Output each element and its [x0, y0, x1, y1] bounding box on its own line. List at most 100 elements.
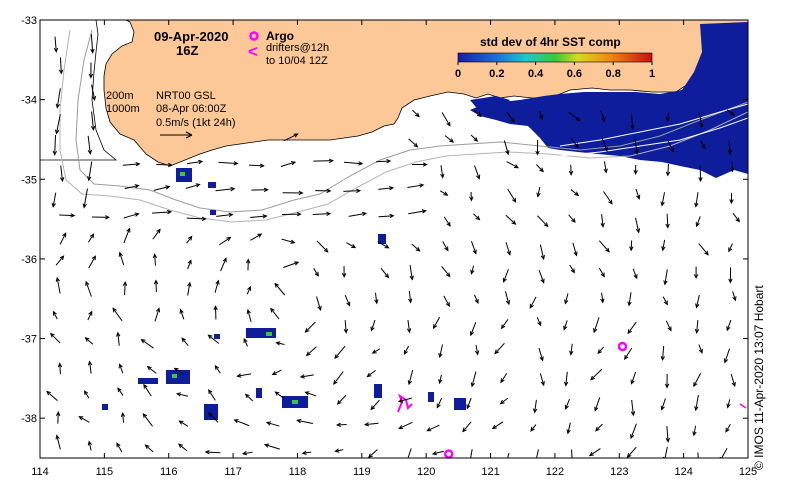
- current-vector-head: [126, 227, 131, 233]
- sst-patch: [428, 392, 434, 402]
- current-vector-head: [195, 183, 201, 188]
- current-vector: [205, 451, 221, 454]
- current-vector: [305, 391, 317, 397]
- current-vector-head: [413, 142, 419, 148]
- current-vector-head: [84, 337, 90, 342]
- current-vector: [408, 138, 418, 148]
- colorbar-title: std dev of 4hr SST comp: [480, 35, 621, 49]
- current-vector-head: [694, 328, 700, 334]
- current-vector: [661, 398, 666, 410]
- current-vector: [370, 319, 376, 331]
- current-vector: [141, 339, 154, 349]
- current-vector-head: [543, 222, 549, 228]
- current-vector: [590, 368, 603, 381]
- current-vector-head: [729, 199, 734, 205]
- current-vector-head: [470, 382, 475, 388]
- current-vector-head: [90, 125, 96, 131]
- current-vector-head: [475, 215, 481, 221]
- current-vector: [343, 161, 363, 165]
- current-vector: [470, 241, 477, 254]
- current-vector: [630, 423, 637, 439]
- current-vector: [407, 184, 424, 188]
- current-vector-head: [570, 268, 575, 274]
- current-vector-head: [732, 296, 737, 302]
- current-vector-head: [370, 405, 376, 411]
- current-vector: [178, 443, 188, 452]
- current-vector-head: [539, 167, 544, 173]
- current-vector-head: [317, 305, 322, 312]
- current-vector: [505, 242, 511, 255]
- current-vector-head: [215, 279, 220, 285]
- argo-float-marker: [617, 341, 628, 352]
- current-vector: [208, 389, 216, 401]
- current-vector-head: [566, 429, 571, 435]
- current-vector-head: [570, 459, 573, 463]
- current-vector-head: [165, 185, 171, 190]
- current-vector-head: [594, 426, 600, 432]
- current-vector: [407, 319, 410, 333]
- current-vector: [55, 114, 61, 134]
- current-vector-head: [55, 276, 60, 282]
- current-vector-head: [213, 305, 218, 311]
- credit-label: © IMOS 11-Apr-2020 13:07 Hobart: [752, 285, 766, 470]
- current-vector: [145, 444, 154, 453]
- current-vector: [695, 394, 699, 411]
- current-vector: [665, 320, 672, 331]
- current-vector-head: [500, 378, 505, 384]
- current-vector-head: [701, 144, 706, 150]
- current-vector: [46, 391, 58, 402]
- current-vector-head: [367, 453, 373, 458]
- current-vector: [440, 165, 444, 178]
- current-vector-head: [536, 192, 541, 198]
- current-vector: [54, 36, 57, 52]
- current-vector-head: [564, 299, 569, 305]
- current-vector: [598, 240, 610, 253]
- current-vector-head: [263, 443, 270, 448]
- current-vector: [439, 344, 443, 358]
- current-vector: [398, 421, 413, 429]
- current-vector-head: [118, 363, 123, 369]
- current-vector-head: [660, 201, 665, 207]
- current-vector: [87, 135, 91, 154]
- y-tick-label: -38: [21, 413, 37, 425]
- y-tick-label: -36: [21, 254, 37, 266]
- current-vector-head: [624, 354, 629, 360]
- current-vector-head: [176, 392, 182, 397]
- current-vector-head: [630, 124, 635, 131]
- current-vector-head: [723, 358, 729, 364]
- current-vector: [346, 242, 356, 249]
- current-vector-head: [445, 272, 451, 278]
- legend-drifters-label: drifters@12h: [266, 42, 329, 54]
- current-vector-head: [406, 328, 412, 334]
- current-vector-head: [446, 221, 451, 227]
- current-vector: [312, 213, 331, 216]
- current-vector-head: [134, 212, 140, 217]
- x-tick-label: 115: [96, 466, 114, 478]
- current-vector: [365, 422, 379, 426]
- current-vector: [627, 446, 637, 458]
- current-vector: [501, 319, 509, 329]
- y-axis: -33 -34 -35 -36 -37 -38: [21, 15, 748, 425]
- current-vector-head: [627, 329, 632, 335]
- current-vector: [662, 239, 666, 251]
- sst-patch: [214, 334, 220, 339]
- current-vector-head: [694, 406, 699, 412]
- current-vector: [376, 160, 391, 163]
- current-vector: [344, 320, 347, 333]
- current-vector-head: [476, 112, 482, 118]
- legend-argo-label: Argo: [266, 29, 294, 43]
- current-vector-head: [51, 202, 56, 208]
- current-vector-head: [500, 324, 506, 330]
- current-vector-head: [293, 133, 299, 138]
- current-vector: [539, 244, 545, 260]
- current-vector-head: [563, 381, 569, 387]
- current-vector: [408, 210, 426, 215]
- x-tick-label: 124: [674, 466, 692, 478]
- current-vector: [567, 422, 571, 434]
- current-vector: [589, 448, 601, 456]
- current-vector-head: [704, 250, 709, 256]
- current-vector-head: [384, 273, 390, 279]
- current-vector-head: [116, 442, 121, 448]
- current-vector: [56, 277, 61, 294]
- current-vector: [570, 138, 579, 148]
